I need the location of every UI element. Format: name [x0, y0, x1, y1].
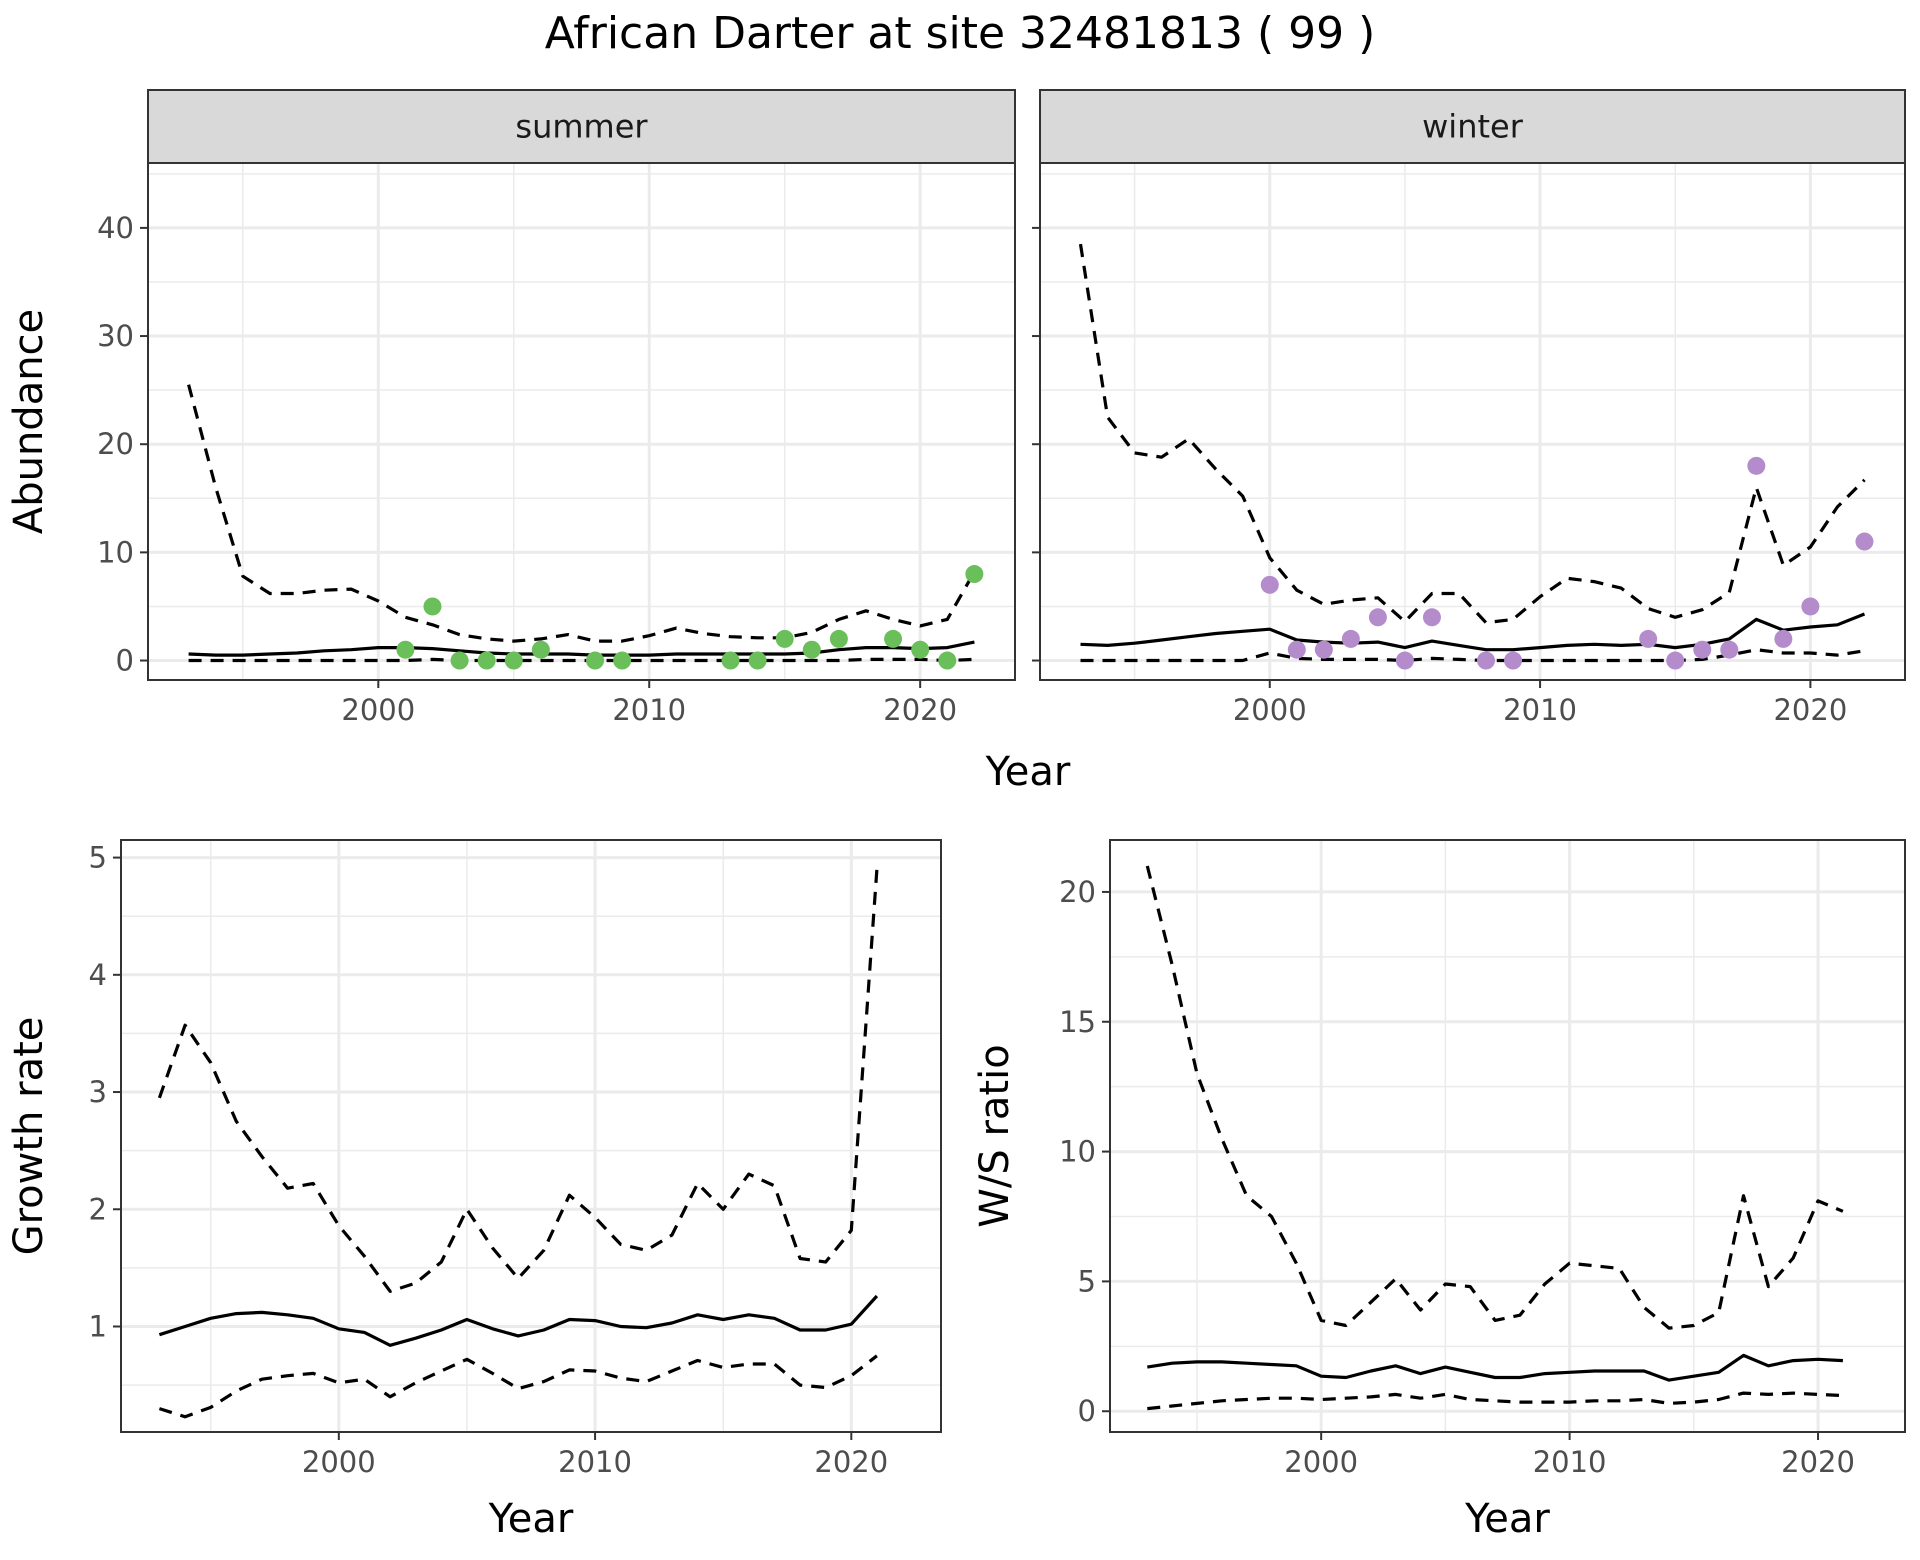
x-tick-label: 2010 [1533, 1445, 1607, 1479]
x-tick-label: 2010 [612, 693, 686, 727]
observation-point [1693, 640, 1712, 659]
observation-point [586, 651, 605, 670]
facet-strip-label: winter [1422, 108, 1524, 146]
panel-border [1109, 839, 1906, 1433]
series-line-median [1080, 612, 1866, 652]
observation-point [423, 597, 442, 616]
y-tick-label: 5 [89, 841, 107, 875]
observation-point [396, 640, 415, 659]
observation-point [938, 651, 957, 670]
series-line-lower [158, 1354, 878, 1419]
observation-point [775, 629, 794, 648]
observation-point [1720, 640, 1739, 659]
y-axis-title: Abundance [6, 309, 52, 534]
observation-point [613, 651, 632, 670]
y-tick-label: 2 [89, 1192, 107, 1226]
top-x-axis-title: Year [985, 749, 1071, 795]
plot-background [148, 163, 1015, 680]
observation-point [965, 565, 984, 584]
observation-point [477, 651, 496, 670]
ws-ratio-panel: 0 5 10 15 20 2000 2010 2020 Year W/S ratio [972, 839, 1906, 1542]
observation-point [911, 640, 930, 659]
x-tick-label: 2020 [1773, 693, 1847, 727]
observation-point [1666, 651, 1685, 670]
observation-point [1341, 629, 1360, 648]
x-tick-label: 2000 [341, 693, 415, 727]
x-tick-label: 2020 [1781, 1445, 1855, 1479]
x-tick-label: 2010 [558, 1445, 632, 1479]
series-line-median [188, 640, 975, 657]
x-tick-label: 2010 [1503, 693, 1577, 727]
x-tick-label: 2020 [814, 1445, 888, 1479]
series-line-upper [1078, 243, 1866, 625]
y-tick-label: 1 [89, 1309, 107, 1343]
observation-point [1774, 629, 1793, 648]
y-axis-title: W/S ratio [972, 1044, 1018, 1227]
abundance-winter-panel: winter 2000 2010 2020 [1032, 89, 1906, 727]
y-tick-label: 4 [89, 958, 107, 992]
plot-background [1110, 840, 1905, 1432]
observation-point [1504, 651, 1523, 670]
plot-background [121, 840, 941, 1432]
observation-point [802, 640, 821, 659]
facet-strip [147, 89, 1016, 164]
observation-point [1314, 640, 1333, 659]
observation-point [829, 629, 848, 648]
series-line-median [1147, 1353, 1843, 1382]
y-tick-label: 20 [1059, 875, 1096, 909]
observation-point [1368, 608, 1387, 627]
y-tick-label: 3 [89, 1075, 107, 1109]
x-axis-title: Year [488, 1496, 574, 1542]
observation-point [884, 629, 903, 648]
series-line-upper [1145, 865, 1844, 1330]
y-tick-label: 15 [1059, 1005, 1096, 1039]
x-tick-label: 2000 [302, 1445, 376, 1479]
plot-background [1040, 163, 1905, 680]
figure-title: African Darter at site 32481813 ( 99 ) [545, 8, 1376, 59]
abundance-summer-panel: summer 0 10 20 30 40 2000 2010 2020 Abundance [6, 89, 1016, 727]
series-line-lower [1147, 1391, 1843, 1411]
observation-point [1260, 575, 1279, 594]
y-tick-label: 0 [116, 644, 134, 678]
x-tick-label: 2000 [1284, 1445, 1358, 1479]
observation-point [1477, 651, 1496, 670]
observation-point [1747, 456, 1766, 475]
observation-point [1395, 651, 1414, 670]
observation-point [1801, 597, 1820, 616]
observation-point [450, 651, 469, 670]
observation-point [1855, 532, 1874, 551]
observation-point [748, 651, 767, 670]
y-tick-label: 10 [97, 535, 134, 569]
y-axis-title: Growth rate [6, 1017, 52, 1256]
observation-point [504, 651, 523, 670]
observation-point [721, 651, 740, 670]
y-tick-label: 10 [1059, 1135, 1096, 1169]
growth-rate-panel: 1 2 3 4 5 2000 2010 2020 Year Growth rate [6, 839, 942, 1542]
series-line-median [158, 1294, 879, 1347]
facet-strip-label: summer [515, 108, 648, 146]
x-tick-label: 2000 [1233, 693, 1307, 727]
y-tick-label: 20 [97, 427, 134, 461]
y-tick-label: 40 [97, 211, 134, 245]
y-tick-label: 30 [97, 319, 134, 353]
observation-point [1287, 640, 1306, 659]
x-tick-label: 2020 [883, 693, 957, 727]
facet-strip [1039, 89, 1906, 164]
y-tick-label: 5 [1078, 1264, 1096, 1298]
panel-border [120, 839, 942, 1433]
y-tick-label: 0 [1078, 1394, 1096, 1428]
x-axis-title: Year [1464, 1496, 1550, 1542]
observation-point [1422, 608, 1441, 627]
observation-point [1639, 629, 1658, 648]
series-line-upper [187, 384, 976, 643]
observation-point [531, 640, 550, 659]
